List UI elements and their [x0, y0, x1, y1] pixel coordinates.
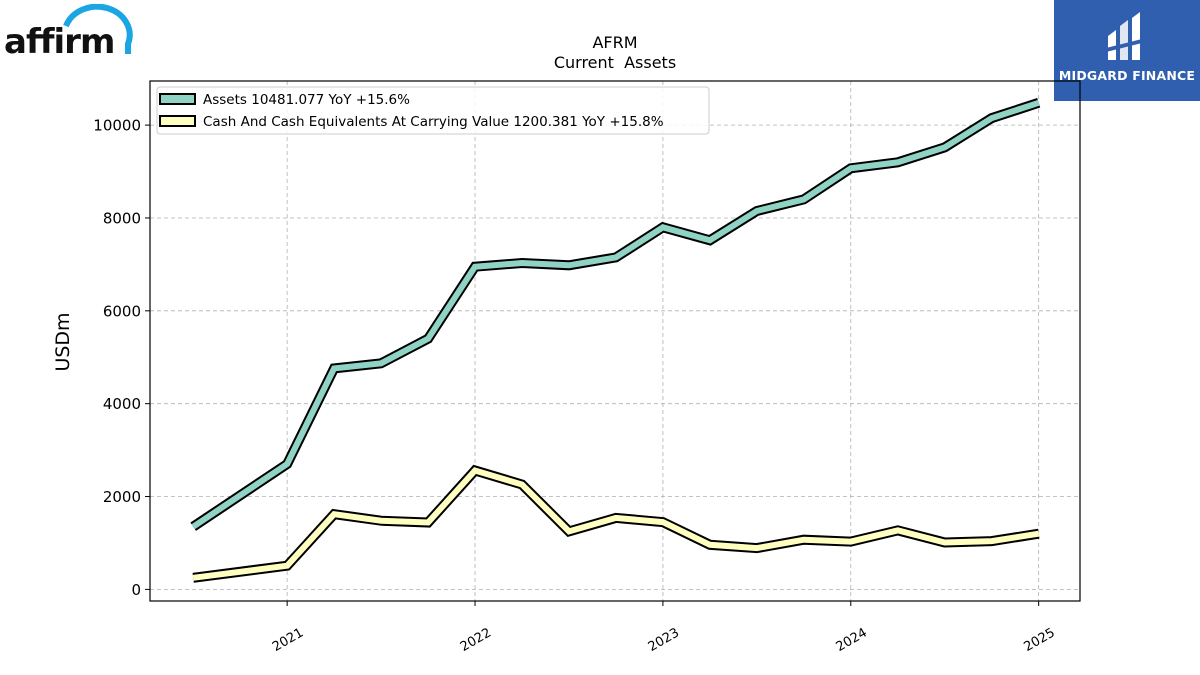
plot-frame [149, 80, 1081, 602]
series-1-point [568, 530, 570, 532]
series-1-point [1038, 533, 1040, 535]
affirm-arc-icon [63, 4, 133, 54]
series-0-point [286, 463, 288, 465]
series-line-0 [191, 99, 1040, 530]
series-line-1 [192, 467, 1040, 581]
series-0-point [756, 210, 758, 212]
series-1-point [333, 513, 335, 515]
legend: Assets 10481.077 YoY +15.6% Cash And Cash… [156, 86, 710, 135]
series-0-point [991, 117, 993, 119]
x-tick-label: 2022 [458, 625, 494, 655]
series-lines [190, 98, 1041, 583]
series-1-point [380, 520, 382, 522]
series-0-point [192, 526, 194, 528]
series-1-point [756, 547, 758, 549]
chart-title: AFRM [592, 33, 637, 52]
series-0-point [897, 161, 899, 163]
series-0-point [803, 198, 805, 200]
x-tick-label: 2025 [1022, 625, 1058, 655]
y-axis-label: USDm [52, 312, 74, 371]
y-tick-label: 6000 [103, 302, 141, 320]
x-tick-label: 2023 [646, 625, 682, 655]
series-0-point [944, 146, 946, 148]
series-1-point [991, 540, 993, 542]
series-1-point [521, 483, 523, 485]
legend-label-1: Cash And Cash Equivalents At Carrying Va… [203, 114, 664, 130]
series-0-point [568, 264, 570, 266]
series-0-point [521, 262, 523, 264]
series-1-point [709, 544, 711, 546]
y-tick-label: 0 [131, 581, 141, 599]
legend-label-0: Assets 10481.077 YoY +15.6% [203, 92, 410, 108]
series-0-point [662, 226, 664, 228]
chart-subtitle: Current Assets [554, 53, 676, 72]
legend-swatch-0 [159, 93, 196, 105]
midgard-brand-text: MIDGARD FINANCE [1058, 68, 1196, 83]
series-0-point [427, 338, 429, 340]
series-outline-1 [192, 464, 1040, 583]
series-0-point [1038, 102, 1040, 104]
y-tick-label: 10000 [93, 117, 141, 135]
series-1-point [897, 529, 899, 531]
series-0-point [709, 239, 711, 241]
y-tick-label: 8000 [103, 209, 141, 227]
x-tick-label: 2024 [834, 625, 870, 655]
series-outline-0 [190, 98, 1041, 531]
series-1-point [850, 541, 852, 543]
series-1-point [192, 577, 194, 579]
series-1-point [615, 517, 617, 519]
series-0-point [474, 266, 476, 268]
affirm-wordmark: affirm [4, 22, 115, 62]
midgard-finance-logo: MIDGARD FINANCE [1054, 0, 1200, 101]
y-tick-label: 4000 [103, 395, 141, 413]
series-0-point [615, 256, 617, 258]
legend-box [156, 86, 710, 135]
series-1-point [474, 470, 476, 472]
legend-swatch-1 [159, 115, 196, 127]
series-0-point [333, 367, 335, 369]
series-1-point [944, 542, 946, 543]
midgard-emblem-icon [1106, 12, 1146, 60]
affirm-logo: affirm [4, 4, 134, 62]
series-0-point [380, 362, 382, 364]
series-0-point [850, 167, 852, 169]
y-tick-label: 2000 [103, 488, 141, 506]
series-1-point [427, 522, 429, 524]
series-1-point [662, 521, 664, 523]
series-1-point [286, 565, 288, 567]
x-tick-label: 2021 [270, 625, 306, 655]
series-1-point [803, 539, 805, 541]
